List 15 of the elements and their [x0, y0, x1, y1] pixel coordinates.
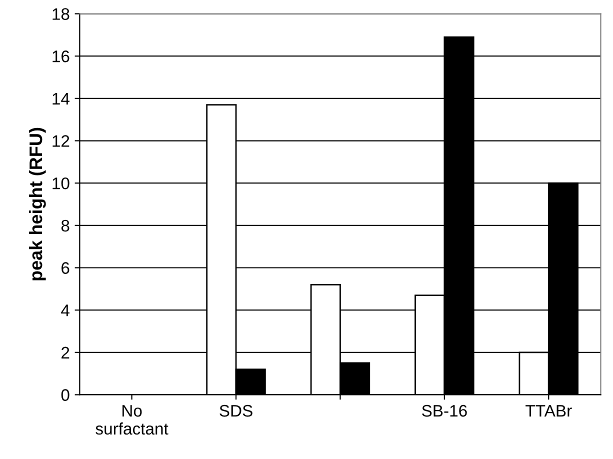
y-axis-title: peak height (RFU) — [28, 128, 46, 280]
y-tick-label: 0 — [61, 389, 70, 401]
y-tick-label: 18 — [52, 8, 70, 20]
x-tick-label: SB-16 — [422, 404, 467, 417]
y-tick-label: 6 — [62, 262, 70, 274]
y-tick-label: 10 — [52, 177, 70, 190]
y-tick-label: 14 — [52, 93, 70, 104]
y-tick-label: 2 — [62, 346, 70, 358]
x-tick-label: No surfactant — [96, 405, 168, 435]
x-tick-label: SDS — [220, 404, 252, 417]
x-tick-label: TTABr — [526, 405, 572, 417]
y-tick-label: 4 — [61, 304, 70, 316]
y-tick-label: 12 — [52, 135, 70, 147]
y-tick-label: 8 — [61, 220, 70, 232]
y-tick-label: 16 — [52, 50, 70, 62]
